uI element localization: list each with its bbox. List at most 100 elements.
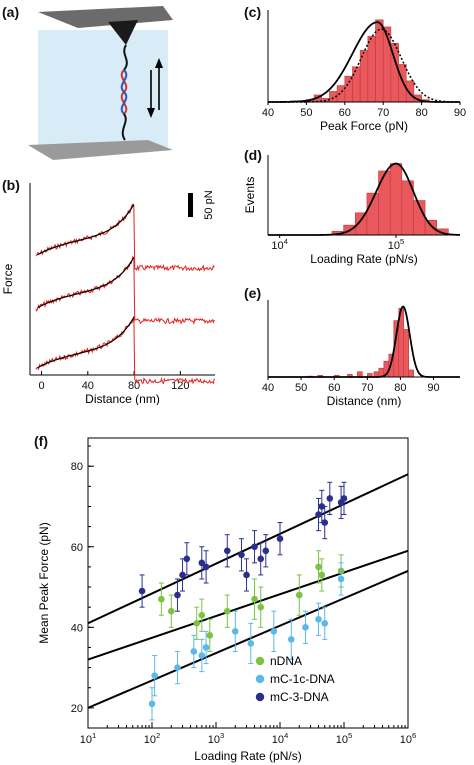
x-tick-label-f: 102 <box>144 731 161 746</box>
panel-label-b: (b) <box>2 177 20 193</box>
x-axis-title-b: Distance (nm) <box>85 392 160 405</box>
pull-arrow-up-head <box>155 58 163 68</box>
data-point-mC-1c-DNA <box>247 640 255 647</box>
histogram-bar <box>344 75 353 103</box>
data-point-nDNA <box>223 607 231 615</box>
bell-evans-fit-3 <box>87 569 409 709</box>
data-point-mC-3-DNA <box>257 555 265 563</box>
panel-label-c: (c) <box>244 4 262 20</box>
histogram-distance: 40 50 60 70 80 90 Distance (nm) <box>262 300 460 408</box>
x-tick-label-b: 120 <box>171 380 189 392</box>
histogram-bar <box>408 369 414 378</box>
y-axis-title-f: Mean Peak Force (pN) <box>37 522 51 643</box>
histogram-bar <box>378 170 391 236</box>
data-point-mC-3-DNA <box>340 495 348 502</box>
histogram-bar <box>352 66 361 103</box>
wlc-fit-1 <box>37 204 135 256</box>
x-axis-title-f: Loading Rate (pN/s) <box>194 749 301 763</box>
x-tick-label-d: 105 <box>388 237 405 252</box>
data-point-nDNA <box>206 632 214 639</box>
data-point-nDNA <box>158 595 165 603</box>
dna-linker-top <box>123 44 128 71</box>
data-point-mC-3-DNA <box>179 571 186 579</box>
panel-label-d: (d) <box>244 147 262 163</box>
y-tick-label-f: 80 <box>71 461 83 473</box>
loading-rate-scatter: 101 102 103 104 105 106 20 40 60 80 Loading Rate (… <box>37 437 417 763</box>
x-axis-title-d: Loading Rate (pN/s) <box>310 252 417 266</box>
histogram-bar <box>375 19 384 103</box>
data-point-mC-3-DNA <box>202 563 210 571</box>
x-tick-label-b: 40 <box>82 380 94 392</box>
data-point-mC-1c-DNA <box>202 644 210 651</box>
data-point-mC-1c-DNA <box>148 700 156 708</box>
data-point-nDNA <box>295 591 303 599</box>
force-distance-traces: 0 40 80 120 Distance (nm) Force 50 pN <box>1 183 215 405</box>
data-point-mC-1c-DNA <box>174 664 181 671</box>
data-point-mC-1c-DNA <box>198 652 206 659</box>
data-point-nDNA <box>257 603 265 611</box>
histogram-bar <box>367 35 376 103</box>
x-tick-label-e: 90 <box>427 382 439 394</box>
x-tick-label-c: 80 <box>415 107 427 119</box>
x-tick-label-d: 104 <box>271 237 288 252</box>
x-tick-label-c: 90 <box>454 107 466 119</box>
x-tick-label-e: 40 <box>262 382 274 394</box>
data-point-mC-3-DNA <box>262 547 270 555</box>
force-trace-3 <box>35 315 215 385</box>
scale-bar-b <box>188 193 193 217</box>
data-point-mC-1c-DNA <box>231 628 239 635</box>
y-tick-label-f: 20 <box>71 703 83 715</box>
y-tick-label-f: 60 <box>71 542 83 554</box>
panel-label-e: (e) <box>244 285 262 301</box>
afm-schematic <box>28 6 173 160</box>
x-tick-label-f: 101 <box>80 731 97 746</box>
x-tick-label-b: 80 <box>128 380 140 392</box>
x-tick-label-c: 40 <box>262 107 274 119</box>
y-axis-title-b: Force <box>1 263 15 294</box>
x-tick-label-e: 80 <box>394 382 406 394</box>
data-point-nDNA <box>167 607 175 615</box>
dna-linker-bottom <box>121 113 127 141</box>
legend-label-nDNA: nDNA <box>270 654 302 668</box>
x-tick-label-f: 106 <box>400 731 417 746</box>
histogram-bar <box>336 85 346 103</box>
legend-marker-mC-1c-DNA <box>255 674 265 684</box>
x-tick-label-f: 103 <box>208 731 225 746</box>
x-axis-title-e: Distance (nm) <box>327 394 402 408</box>
scale-bar-label-b: 50 pN <box>203 190 215 219</box>
bell-evans-fit-1 <box>87 473 409 625</box>
dna-strand-blue <box>120 69 128 115</box>
histogram-bar <box>359 50 369 103</box>
data-point-mC-3-DNA <box>326 495 334 502</box>
wlc-fit-2 <box>37 257 135 309</box>
substrate-surface <box>28 140 173 160</box>
data-point-nDNA <box>198 611 206 619</box>
data-point-mC-1c-DNA <box>151 672 158 679</box>
x-axis-title-c: Peak Force (pN) <box>320 119 408 133</box>
asymmetric-fit <box>267 21 461 103</box>
histogram-bar <box>389 163 403 236</box>
data-point-mC-1c-DNA <box>321 619 329 627</box>
bell-evans-fit-2 <box>87 549 409 661</box>
data-point-mC-3-DNA <box>315 511 322 518</box>
x-tick-label-f: 105 <box>336 731 353 746</box>
x-tick-label-e: 60 <box>328 382 340 394</box>
panel-label-f: (f) <box>34 433 48 449</box>
histogram-bar <box>398 64 407 103</box>
data-point-mC-1c-DNA <box>302 624 309 631</box>
legend-marker-mC-3-DNA <box>255 692 265 702</box>
legend-label-mC-1c-DNA: mC-1c-DNA <box>270 672 335 686</box>
data-point-mC-3-DNA <box>238 551 245 559</box>
data-point-nDNA <box>193 619 201 627</box>
histogram-bar <box>403 329 409 378</box>
data-point-mC-3-DNA <box>318 503 326 510</box>
legend-marker-nDNA <box>255 656 265 666</box>
data-point-mC-3-DNA <box>243 571 250 579</box>
x-tick-label-c: 70 <box>377 107 389 119</box>
x-tick-label-c: 60 <box>339 107 351 119</box>
data-point-mC-3-DNA <box>198 559 206 567</box>
data-point-nDNA <box>318 571 326 579</box>
gaussian-fit <box>268 305 460 378</box>
